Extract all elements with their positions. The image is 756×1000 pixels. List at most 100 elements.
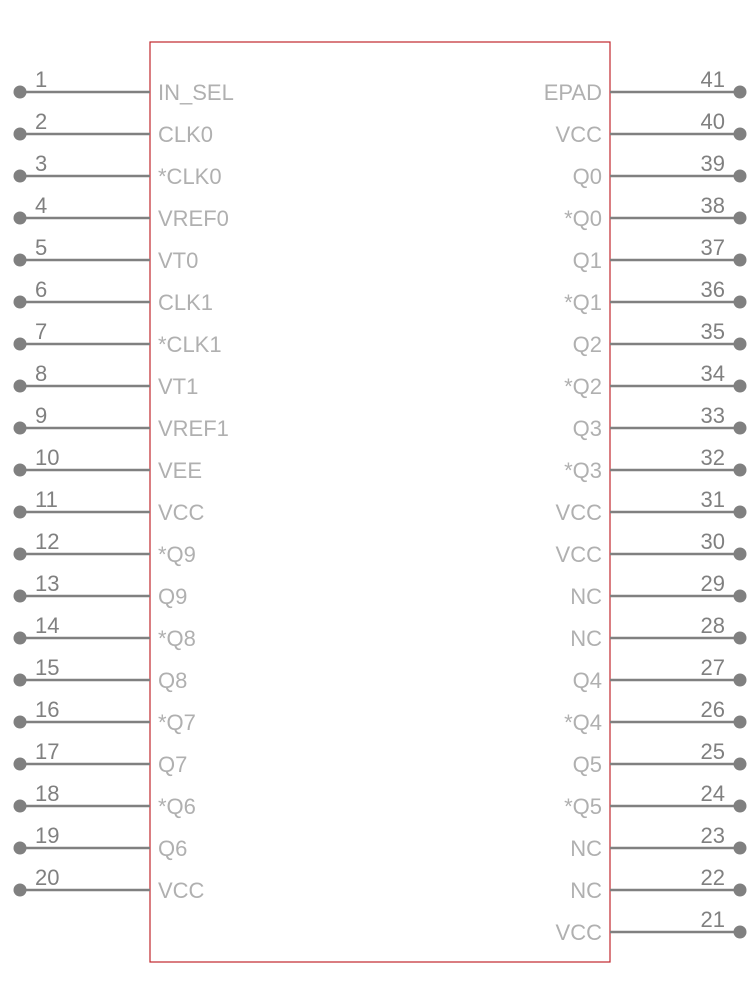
pin-label: *Q3 — [564, 458, 602, 483]
pin-number: 6 — [35, 277, 47, 302]
pin-dot — [734, 422, 747, 435]
pin-number: 9 — [35, 403, 47, 428]
pin-label: *Q8 — [158, 626, 196, 651]
pin-label: *CLK0 — [158, 164, 222, 189]
pin-number: 38 — [701, 193, 725, 218]
pin-label: VREF1 — [158, 416, 229, 441]
pin-dot — [734, 548, 747, 561]
pin-label: Q3 — [573, 416, 602, 441]
pin-number: 40 — [701, 109, 725, 134]
pin-dot — [734, 590, 747, 603]
pin-dot — [14, 506, 27, 519]
pin-number: 3 — [35, 151, 47, 176]
pin-label: *Q6 — [158, 794, 196, 819]
pin-number: 19 — [35, 823, 59, 848]
pin-number: 10 — [35, 445, 59, 470]
pin-label: *Q5 — [564, 794, 602, 819]
pin-label: *Q1 — [564, 290, 602, 315]
pin-dot — [14, 338, 27, 351]
pin-label: *CLK1 — [158, 332, 222, 357]
pin-label: VREF0 — [158, 206, 229, 231]
pin-number: 17 — [35, 739, 59, 764]
pin-dot — [734, 338, 747, 351]
pin-dot — [734, 128, 747, 141]
pin-number: 1 — [35, 67, 47, 92]
pin-number: 23 — [701, 823, 725, 848]
pin-label: Q8 — [158, 668, 187, 693]
pin-label: VT0 — [158, 248, 198, 273]
pin-number: 15 — [35, 655, 59, 680]
pin-number: 2 — [35, 109, 47, 134]
pin-label: Q4 — [573, 668, 602, 693]
pin-label: *Q9 — [158, 542, 196, 567]
pin-number: 25 — [701, 739, 725, 764]
pin-label: VCC — [158, 878, 205, 903]
pin-dot — [734, 674, 747, 687]
pin-dot — [14, 758, 27, 771]
pin-label: VEE — [158, 458, 202, 483]
pin-dot — [14, 674, 27, 687]
pin-label: *Q2 — [564, 374, 602, 399]
pin-number: 29 — [701, 571, 725, 596]
pin-label: IN_SEL — [158, 80, 234, 105]
pin-label: *Q0 — [564, 206, 602, 231]
pin-label: NC — [570, 878, 602, 903]
pin-number: 22 — [701, 865, 725, 890]
pin-number: 18 — [35, 781, 59, 806]
pin-dot — [734, 170, 747, 183]
pin-number: 5 — [35, 235, 47, 260]
pin-number: 32 — [701, 445, 725, 470]
pin-dot — [14, 422, 27, 435]
pin-dot — [734, 296, 747, 309]
pin-dot — [734, 254, 747, 267]
pin-dot — [14, 86, 27, 99]
pin-dot — [14, 842, 27, 855]
pin-dot — [14, 800, 27, 813]
pin-label: Q9 — [158, 584, 187, 609]
pin-dot — [734, 842, 747, 855]
pin-dot — [14, 632, 27, 645]
pin-dot — [734, 884, 747, 897]
pin-dot — [14, 128, 27, 141]
pin-number: 13 — [35, 571, 59, 596]
pin-label: NC — [570, 836, 602, 861]
pin-dot — [734, 86, 747, 99]
pin-number: 21 — [701, 907, 725, 932]
pin-number: 12 — [35, 529, 59, 554]
pin-dot — [14, 464, 27, 477]
pin-dot — [14, 212, 27, 225]
pin-dot — [14, 296, 27, 309]
pin-label: Q0 — [573, 164, 602, 189]
pin-number: 7 — [35, 319, 47, 344]
pin-label: Q7 — [158, 752, 187, 777]
pin-number: 4 — [35, 193, 47, 218]
pin-dot — [14, 380, 27, 393]
pin-label: CLK0 — [158, 122, 213, 147]
pin-label: Q2 — [573, 332, 602, 357]
pin-dot — [14, 884, 27, 897]
pin-label: VCC — [556, 122, 603, 147]
pin-number: 30 — [701, 529, 725, 554]
pin-dot — [734, 380, 747, 393]
pin-label: VCC — [158, 500, 205, 525]
pin-label: EPAD — [544, 80, 602, 105]
pin-number: 14 — [35, 613, 59, 638]
pin-number: 16 — [35, 697, 59, 722]
pin-number: 31 — [701, 487, 725, 512]
pin-label: Q6 — [158, 836, 187, 861]
pin-label: *Q7 — [158, 710, 196, 735]
pin-label: VCC — [556, 542, 603, 567]
pin-number: 26 — [701, 697, 725, 722]
pin-number: 35 — [701, 319, 725, 344]
pin-dot — [14, 590, 27, 603]
pin-dot — [14, 170, 27, 183]
pin-number: 39 — [701, 151, 725, 176]
pin-label: Q5 — [573, 752, 602, 777]
pin-number: 20 — [35, 865, 59, 890]
pin-number: 24 — [701, 781, 725, 806]
pin-label: Q1 — [573, 248, 602, 273]
pin-dot — [734, 758, 747, 771]
pin-dot — [734, 716, 747, 729]
pin-label: *Q4 — [564, 710, 602, 735]
pin-number: 36 — [701, 277, 725, 302]
